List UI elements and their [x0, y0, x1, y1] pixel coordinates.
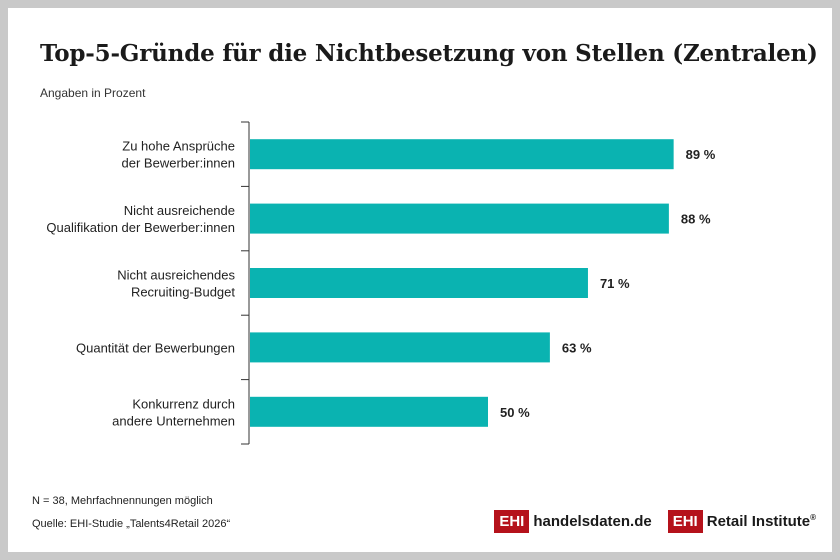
category-label: Recruiting-Budget: [131, 285, 235, 300]
source-note: Quelle: EHI-Studie „Talents4Retail 2026“: [32, 518, 231, 530]
data-label: 88 %: [681, 212, 711, 227]
data-label: 89 %: [686, 147, 716, 162]
ehi-logo-box: EHI: [494, 510, 530, 533]
chart-title: Top-5-Gründe für die Nichtbesetzung von …: [40, 40, 818, 67]
category-label: Qualifikation der Bewerber:innen: [46, 220, 235, 235]
category-label: Nicht ausreichendes: [117, 268, 235, 283]
ehi-logo-box: EHI: [667, 510, 703, 533]
category-label: Nicht ausreichende: [124, 203, 235, 218]
retail-institute-text: Retail Institute: [706, 513, 811, 530]
registered-mark: ®: [810, 513, 816, 522]
ehi-retail-institute-logo: EHI Retail Institute®: [667, 510, 816, 533]
bar: [250, 332, 550, 363]
bar: [250, 396, 488, 427]
category-label: Zu hohe Ansprüche: [122, 139, 235, 154]
data-label: 71 %: [600, 276, 630, 291]
data-label: 63 %: [562, 340, 592, 355]
sample-size-note: N = 38, Mehrfachnennungen möglich: [32, 495, 213, 507]
category-label: andere Unternehmen: [112, 413, 235, 428]
handelsdaten-logo: EHI handelsdaten.de: [494, 510, 652, 533]
bar: [250, 139, 674, 170]
bar: [250, 268, 588, 298]
data-label: 50 %: [500, 405, 530, 420]
logo-group: EHI handelsdaten.de EHI Retail Institute…: [494, 510, 816, 533]
category-label: Quantität der Bewerbungen: [76, 340, 235, 355]
bars-layer: 89 % Zu hohe Ansprüche der Bewerber:innen 8…: [46, 121, 716, 445]
bar: [250, 203, 669, 234]
category-label: Konkurrenz durch: [132, 396, 235, 411]
handelsdaten-logo-text: handelsdaten.de: [533, 513, 652, 530]
retail-institute-logo-text: Retail Institute®: [707, 513, 816, 530]
category-label: der Bewerber:innen: [122, 156, 235, 171]
chart-subtitle: Angaben in Prozent: [40, 86, 146, 100]
